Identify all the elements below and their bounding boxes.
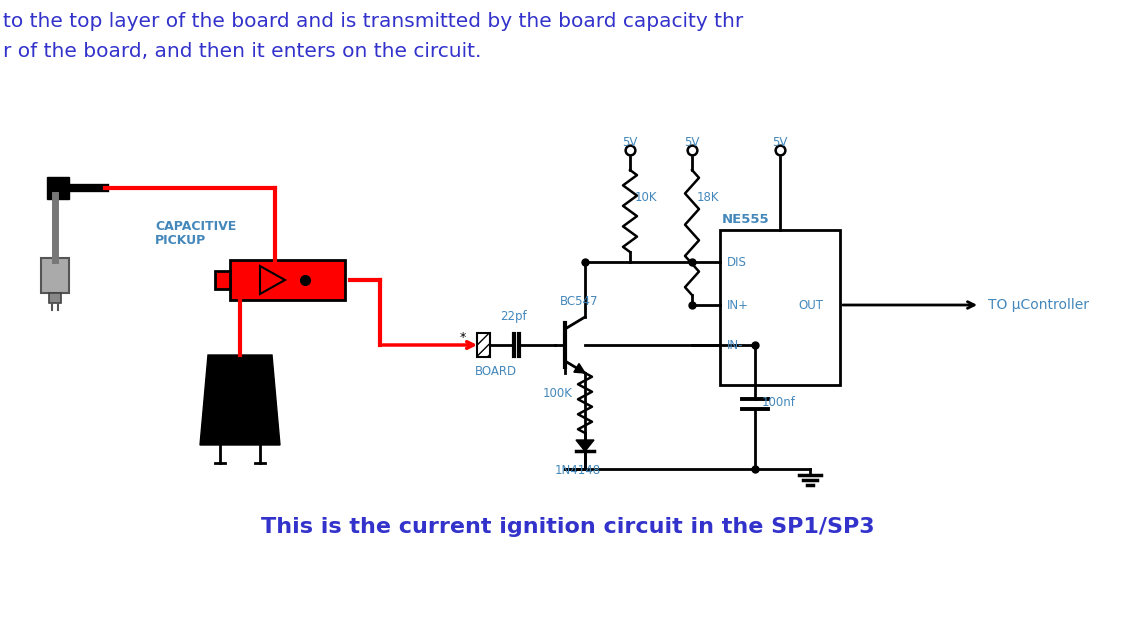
Text: to the top layer of the board and is transmitted by the board capacity thr: to the top layer of the board and is tra… (3, 12, 743, 31)
Bar (41, 258, 69, 293)
Text: TO μController: TO μController (988, 298, 1089, 312)
Text: 5V: 5V (684, 136, 700, 149)
Text: DIS: DIS (727, 255, 746, 269)
Text: BC547: BC547 (560, 295, 599, 308)
Text: PICKUP: PICKUP (154, 234, 207, 247)
Polygon shape (260, 266, 285, 294)
Bar (215, 271, 229, 289)
Text: NE555: NE555 (722, 213, 769, 226)
Bar (49, 293, 61, 303)
Text: *: * (460, 331, 466, 344)
Text: 100K: 100K (543, 387, 573, 399)
Text: r of the board, and then it enters on the circuit.: r of the board, and then it enters on th… (3, 42, 482, 61)
Text: 1N4148: 1N4148 (556, 464, 601, 477)
Text: CAPACITIVE: CAPACITIVE (154, 220, 236, 233)
Polygon shape (200, 355, 279, 445)
Text: 5V: 5V (772, 136, 787, 149)
Bar (720, 230, 840, 385)
Bar (477, 333, 490, 357)
Text: OUT: OUT (797, 298, 822, 312)
Text: 10K: 10K (635, 191, 658, 204)
Polygon shape (576, 440, 594, 451)
Bar (47, 177, 69, 199)
Text: 18K: 18K (698, 191, 719, 204)
Text: IN+: IN+ (727, 298, 749, 312)
Text: BOARD: BOARD (475, 365, 517, 378)
Text: This is the current ignition circuit in the SP1/SP3: This is the current ignition circuit in … (261, 517, 875, 537)
Text: 100nf: 100nf (762, 396, 796, 408)
Text: 5V: 5V (623, 136, 637, 149)
Polygon shape (574, 364, 585, 373)
Text: 22pf: 22pf (500, 310, 527, 323)
Bar (229, 260, 345, 300)
Text: IN-: IN- (727, 339, 743, 351)
